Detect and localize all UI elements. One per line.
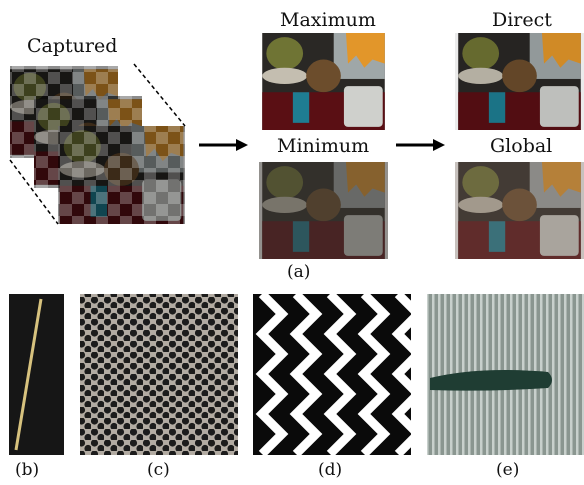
panel-b-image (9, 294, 64, 455)
arrow-right-icon (396, 139, 445, 151)
panel-d-image (253, 290, 425, 458)
direct-image (455, 33, 584, 130)
caption-b: (b) (15, 460, 40, 480)
minimum-label: Minimum (277, 135, 370, 157)
maximum-label: Maximum (280, 9, 376, 31)
maximum-image (262, 33, 385, 130)
panel-e-image (427, 294, 584, 455)
direct-label: Direct (492, 9, 552, 31)
caption-d: (d) (318, 460, 343, 480)
captured-label: Captured (27, 35, 118, 57)
minimum-image (259, 162, 388, 259)
arrow-right-icon (199, 139, 248, 151)
caption-e: (e) (496, 460, 520, 480)
caption-a: (a) (287, 262, 311, 282)
caption-c: (c) (147, 460, 170, 480)
panel-c-image (80, 294, 238, 455)
captured-stack (9, 63, 186, 225)
global-image (455, 162, 584, 259)
global-label: Global (490, 135, 553, 157)
